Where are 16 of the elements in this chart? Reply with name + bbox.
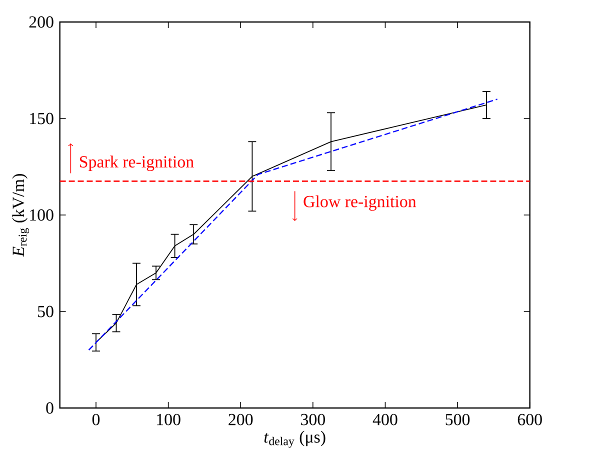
y-tick-label: 0 [46, 402, 54, 414]
x-tick-label: 500 [446, 414, 470, 426]
annotation: Spark re-ignition [80, 156, 194, 172]
x-axis-title: t$_{delay}$ (μs) [264, 430, 326, 448]
x-tick-label: 200 [228, 414, 253, 426]
y-axis-title: E$_{reig}$ (kV/m) [12, 174, 30, 257]
annotation: Glow re-ignition [304, 195, 416, 211]
x-tick-label: 400 [372, 414, 398, 426]
x-tick-label: 600 [518, 414, 542, 426]
y-tick-label: 50 [38, 306, 54, 318]
y-tick-label: 100 [30, 209, 54, 221]
y-tick-label: 200 [29, 16, 54, 28]
x-tick-label: 0 [92, 414, 100, 426]
x-tick-label: 100 [157, 414, 180, 426]
x-tick-label: 300 [301, 414, 325, 426]
y-tick-label: 150 [30, 112, 54, 124]
